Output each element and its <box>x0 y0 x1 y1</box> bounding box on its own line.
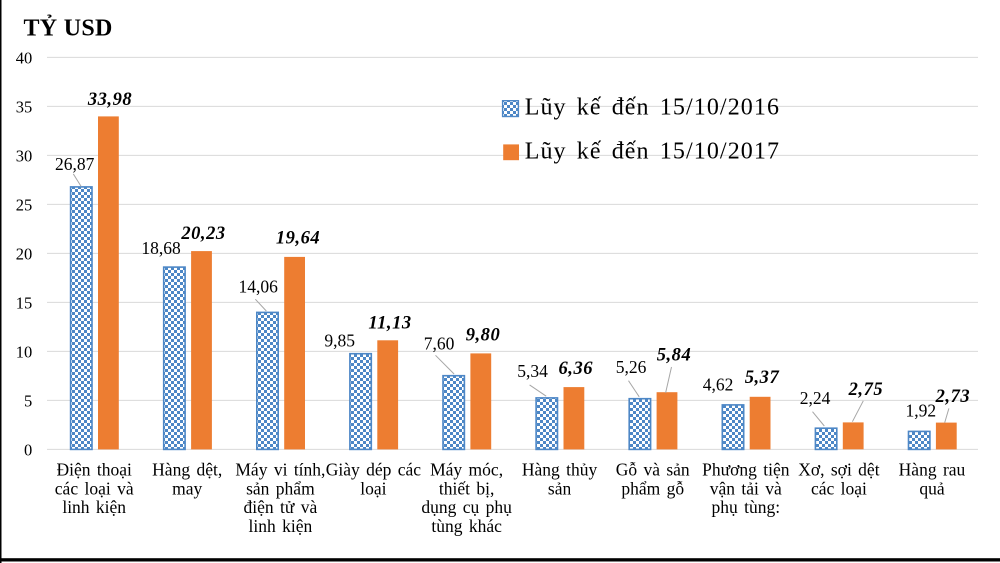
svg-text:2,73: 2,73 <box>935 387 971 407</box>
svg-text:loại: loại <box>360 478 386 498</box>
svg-text:9,80: 9,80 <box>466 326 501 346</box>
svg-text:Gỗ và sản: Gỗ và sản <box>616 460 690 480</box>
svg-text:quả: quả <box>919 478 945 498</box>
svg-text:11,13: 11,13 <box>368 313 411 333</box>
svg-text:điện tử và: điện tử và <box>244 497 318 517</box>
svg-text:20,23: 20,23 <box>180 224 225 244</box>
svg-text:5: 5 <box>24 392 32 411</box>
svg-text:sản phẩm: sản phẩm <box>246 478 315 498</box>
svg-text:Điện thoại: Điện thoại <box>57 460 133 480</box>
svg-text:dụng cụ phụ: dụng cụ phụ <box>421 497 512 517</box>
svg-text:40: 40 <box>16 49 33 68</box>
svg-text:sản: sản <box>548 478 572 498</box>
svg-text:các loại: các loại <box>811 478 867 498</box>
svg-text:30: 30 <box>16 147 33 166</box>
svg-text:5,37: 5,37 <box>745 368 780 388</box>
svg-text:5,26: 5,26 <box>616 357 647 377</box>
svg-text:phẩm gỗ: phẩm gỗ <box>621 478 684 498</box>
svg-text:6,36: 6,36 <box>559 359 594 379</box>
svg-text:may: may <box>172 478 202 498</box>
svg-text:0: 0 <box>24 441 32 460</box>
svg-text:Lũy kế đến 15/10/2017: Lũy kế đến 15/10/2017 <box>525 139 780 165</box>
svg-text:25: 25 <box>16 196 33 215</box>
svg-text:Phương tiện: Phương tiện <box>702 460 790 480</box>
svg-text:TỶ USD: TỶ USD <box>24 16 113 42</box>
svg-text:10: 10 <box>16 343 33 362</box>
svg-text:7,60: 7,60 <box>424 333 455 353</box>
svg-text:18,68: 18,68 <box>141 238 181 258</box>
svg-text:vận tải và: vận tải và <box>710 478 782 498</box>
svg-text:5,84: 5,84 <box>657 346 692 366</box>
svg-text:14,06: 14,06 <box>239 277 279 297</box>
svg-text:các loại và: các loại và <box>55 478 134 498</box>
svg-text:phụ tùng:: phụ tùng: <box>711 497 780 517</box>
svg-text:Hàng thủy: Hàng thủy <box>522 460 598 480</box>
svg-text:1,92: 1,92 <box>905 401 936 421</box>
svg-text:4,62: 4,62 <box>703 375 734 395</box>
svg-text:Xơ, sợi dệt: Xơ, sợi dệt <box>798 460 879 480</box>
svg-text:20: 20 <box>16 245 33 264</box>
svg-text:9,85: 9,85 <box>324 330 355 350</box>
svg-text:Lũy kế đến 15/10/2016: Lũy kế đến 15/10/2016 <box>525 95 780 121</box>
svg-text:Giày dép các: Giày dép các <box>326 460 422 480</box>
svg-text:33,98: 33,98 <box>87 90 132 110</box>
svg-text:linh kiện: linh kiện <box>249 516 313 536</box>
svg-text:tùng khác: tùng khác <box>431 516 502 536</box>
svg-text:19,64: 19,64 <box>276 229 320 249</box>
svg-text:Hàng rau: Hàng rau <box>899 460 966 480</box>
svg-text:2,75: 2,75 <box>848 380 884 400</box>
svg-text:26,87: 26,87 <box>55 154 95 174</box>
svg-text:15: 15 <box>16 294 33 313</box>
svg-text:thiết bị,: thiết bị, <box>439 478 494 498</box>
svg-text:linh kiện: linh kiện <box>62 497 126 517</box>
svg-text:Máy vi tính,: Máy vi tính, <box>235 460 325 480</box>
svg-text:2,24: 2,24 <box>800 388 831 408</box>
svg-text:35: 35 <box>16 98 33 117</box>
svg-text:Máy móc,: Máy móc, <box>430 460 503 480</box>
svg-text:Hàng dệt,: Hàng dệt, <box>152 460 222 480</box>
svg-text:5,34: 5,34 <box>517 361 548 381</box>
